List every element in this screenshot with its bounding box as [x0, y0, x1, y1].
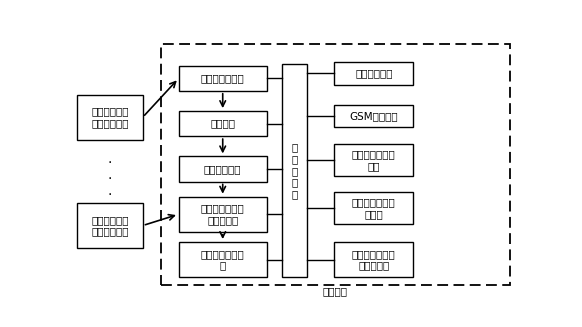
Text: 数据预处理模块: 数据预处理模块 [201, 73, 244, 83]
Bar [334, 242, 413, 277]
Text: 特征提取模块: 特征提取模块 [204, 164, 242, 174]
Text: 电能质量评估模
块: 电能质量评估模 块 [201, 249, 244, 270]
Text: 反馈执行终端: 反馈执行终端 [355, 68, 393, 78]
Text: 电能质量扰动
信号采集模块: 电能质量扰动 信号采集模块 [91, 215, 129, 236]
Bar [282, 64, 307, 277]
Bar [77, 203, 143, 248]
Text: 电能治理措施输
出模块: 电能治理措施输 出模块 [352, 197, 396, 219]
Text: 充电桩工况接入
模块: 充电桩工况接入 模块 [352, 149, 396, 171]
Bar [179, 66, 267, 91]
Bar [334, 144, 413, 177]
Text: GSM预警模块: GSM预警模块 [350, 111, 398, 121]
Text: 电能质量扰动
信号采集模块: 电能质量扰动 信号采集模块 [91, 107, 129, 128]
Bar [179, 156, 267, 181]
Bar [179, 111, 267, 136]
Text: 电能质量扰动信
号定位模块: 电能质量扰动信 号定位模块 [352, 249, 396, 270]
Bar [334, 62, 413, 85]
Bar [334, 105, 413, 127]
Bar [334, 192, 413, 224]
Text: 去噪模块: 去噪模块 [210, 119, 235, 129]
Text: 中
央
处
理
器: 中 央 处 理 器 [292, 143, 298, 199]
Bar [179, 242, 267, 277]
Bar [77, 95, 143, 140]
Text: 监测终端: 监测终端 [323, 286, 348, 296]
Bar [161, 44, 510, 285]
Text: ·
·
·: · · · [108, 156, 112, 202]
Text: 电能质量扰动类
型识别模块: 电能质量扰动类 型识别模块 [201, 203, 244, 225]
Bar [179, 197, 267, 232]
